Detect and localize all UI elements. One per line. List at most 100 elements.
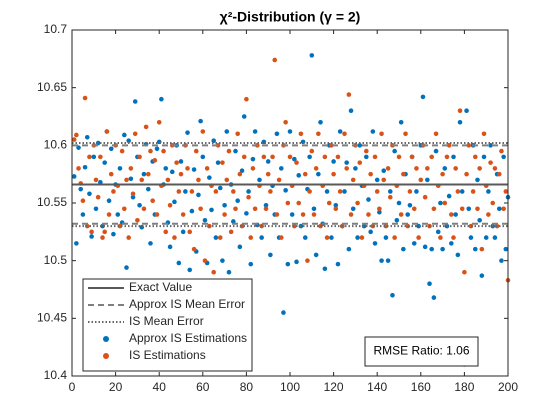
point bbox=[128, 176, 134, 182]
point bbox=[156, 119, 162, 125]
point bbox=[420, 94, 426, 100]
point bbox=[440, 171, 445, 177]
point bbox=[316, 131, 321, 137]
point bbox=[211, 138, 216, 144]
point bbox=[189, 189, 195, 194]
point bbox=[102, 160, 107, 165]
point bbox=[475, 177, 480, 183]
point bbox=[189, 208, 195, 214]
point bbox=[392, 148, 397, 154]
point bbox=[344, 160, 349, 165]
point bbox=[167, 244, 173, 250]
point bbox=[248, 235, 254, 240]
point bbox=[305, 258, 310, 263]
point bbox=[224, 177, 230, 183]
point bbox=[117, 166, 123, 171]
point bbox=[87, 191, 92, 197]
point bbox=[379, 131, 384, 137]
legend-box bbox=[82, 278, 253, 372]
point bbox=[178, 171, 184, 177]
point bbox=[117, 223, 123, 229]
point bbox=[119, 148, 125, 154]
point bbox=[276, 177, 282, 183]
point bbox=[322, 266, 328, 272]
point bbox=[302, 171, 308, 177]
point bbox=[464, 108, 469, 114]
point bbox=[414, 189, 419, 194]
point bbox=[429, 246, 435, 252]
point bbox=[239, 223, 245, 229]
point bbox=[239, 168, 245, 174]
point bbox=[464, 171, 469, 177]
point bbox=[348, 212, 354, 217]
legend-swatch bbox=[103, 353, 109, 359]
point bbox=[174, 160, 179, 165]
point bbox=[76, 145, 81, 150]
point bbox=[141, 206, 147, 212]
point bbox=[473, 154, 478, 160]
point bbox=[130, 194, 136, 200]
point bbox=[191, 246, 197, 252]
point bbox=[368, 171, 373, 177]
point bbox=[176, 260, 182, 266]
point bbox=[248, 261, 254, 267]
point bbox=[368, 229, 373, 235]
point bbox=[169, 169, 175, 175]
point bbox=[429, 154, 435, 160]
point bbox=[451, 235, 456, 240]
point bbox=[370, 223, 376, 229]
point bbox=[361, 223, 367, 229]
point bbox=[289, 212, 295, 217]
point bbox=[143, 124, 149, 130]
point bbox=[74, 132, 79, 138]
point bbox=[398, 212, 404, 217]
point bbox=[159, 96, 164, 102]
point bbox=[161, 148, 166, 154]
point bbox=[278, 235, 284, 240]
point bbox=[265, 159, 271, 164]
point bbox=[431, 295, 437, 300]
point bbox=[492, 235, 498, 240]
point bbox=[486, 189, 491, 194]
point bbox=[241, 154, 247, 160]
point bbox=[438, 200, 443, 206]
x-tick-label: 160 bbox=[411, 380, 431, 394]
x-tick-label: 180 bbox=[454, 380, 474, 394]
point bbox=[104, 129, 110, 134]
point bbox=[152, 158, 158, 163]
point bbox=[285, 200, 291, 206]
point bbox=[106, 198, 112, 203]
legend-label: Exact Value bbox=[129, 280, 192, 294]
point bbox=[468, 223, 474, 229]
point bbox=[335, 261, 341, 267]
point bbox=[259, 235, 264, 240]
point bbox=[298, 131, 304, 137]
point bbox=[459, 206, 465, 212]
legend-label: IS Mean Error bbox=[129, 314, 204, 328]
point bbox=[357, 160, 363, 165]
point bbox=[274, 212, 280, 217]
point bbox=[100, 223, 105, 229]
point bbox=[102, 229, 107, 235]
point bbox=[178, 159, 184, 164]
point bbox=[366, 197, 371, 202]
point bbox=[250, 166, 256, 171]
point bbox=[263, 203, 269, 208]
point bbox=[481, 154, 487, 160]
point bbox=[307, 154, 312, 160]
point bbox=[466, 206, 472, 212]
axes-box bbox=[71, 29, 509, 377]
point bbox=[411, 241, 417, 246]
point bbox=[503, 246, 509, 252]
point bbox=[398, 119, 404, 125]
point bbox=[446, 193, 452, 199]
point bbox=[250, 156, 256, 162]
annotation: RMSE Ratio: 1.06 bbox=[373, 344, 469, 358]
point bbox=[185, 166, 190, 171]
point bbox=[383, 223, 389, 229]
point bbox=[278, 166, 284, 171]
point bbox=[196, 192, 201, 198]
point bbox=[233, 148, 238, 154]
point bbox=[193, 148, 199, 154]
point bbox=[139, 177, 145, 183]
